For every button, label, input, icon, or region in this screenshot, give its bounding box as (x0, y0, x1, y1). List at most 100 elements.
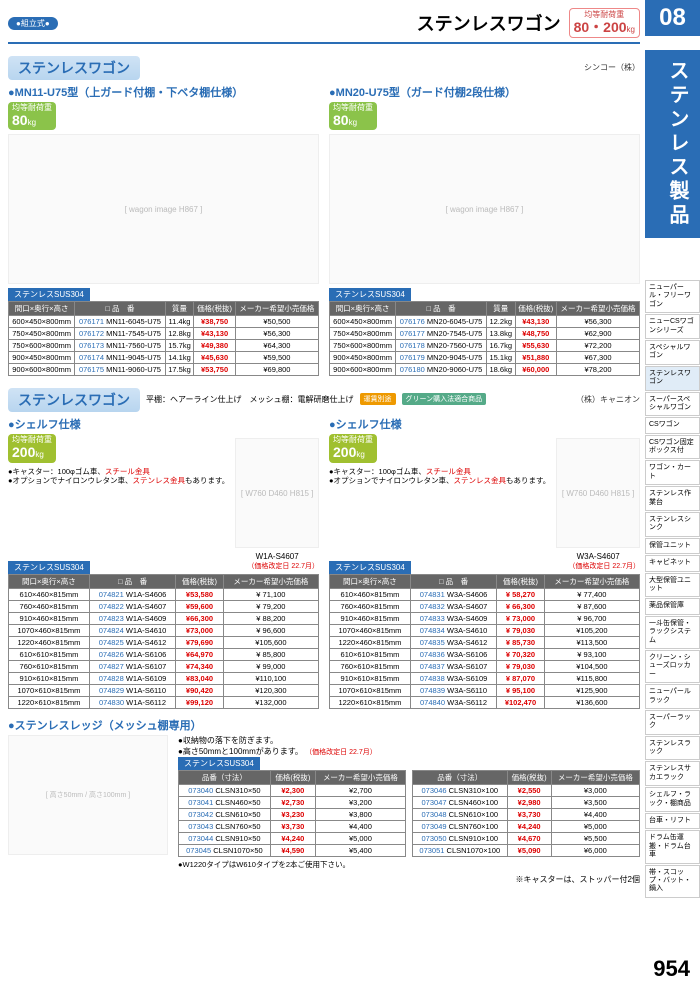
table-row: 073047 CLSN460×100¥2,980¥3,500 (413, 797, 640, 809)
table-row: 760×610×815mm074827 W1A-S6107¥74,340¥ 99… (9, 661, 319, 673)
sec1-left: MN11-U75型（上ガード付棚・下ベタ棚仕様） 均等耐荷重 80kg [ wa… (8, 84, 319, 376)
table-row: 900×450×800mm076179 MN20-9045-U7515.1kg¥… (330, 352, 640, 364)
sus-badge: ステンレスSUS304 (8, 561, 90, 574)
ledge-table-left: 品番（寸法）価格(税抜)メーカー希望小売価格073040 CLSN310×50¥… (178, 770, 406, 857)
sus-badge: ステンレスSUS304 (178, 757, 260, 770)
table-row: 900×600×800mm076175 MN11-9060-U7517.5kg¥… (9, 364, 319, 376)
model-title: MN20-U75型（ガード付棚2段仕様） (329, 84, 640, 100)
table-row: 910×610×815mm074828 W1A-S6109¥83,040¥110… (9, 673, 319, 685)
side-tab: 08 ステンレス製品 ニューパール・フリーワゴンニューCSワゴンシリーズスペシャ… (645, 0, 700, 990)
side-nav-item[interactable]: 台車・リフト (645, 813, 700, 829)
table-row: 610×610×815mm074836 W3A-S6106¥ 70,320¥ 9… (330, 649, 640, 661)
side-nav-item[interactable]: ステンレス作業台 (645, 486, 700, 511)
table-row: 1070×460×815mm074834 W3A-S4610¥ 79,030¥1… (330, 625, 640, 637)
side-nav-item[interactable]: CSワゴン固定ボックス付 (645, 435, 700, 460)
section1-header: ステンレスワゴン (8, 56, 140, 80)
load-badge-200: 均等耐荷重 200kg (329, 434, 377, 462)
side-nav-item[interactable]: 大型保管ユニット (645, 573, 700, 598)
table-row: 900×600×800mm076180 MN20-9060-U7518.6kg¥… (330, 364, 640, 376)
table-row: 760×610×815mm074837 W3A-S6107¥ 79,030¥10… (330, 661, 640, 673)
table-row: 1220×460×815mm074825 W1A-S4612¥79,690¥10… (9, 637, 319, 649)
side-nav-item[interactable]: ステンレスラック (645, 736, 700, 761)
spec-table: 間口×奥行×高さ□ 品 番質量価格(税抜)メーカー希望小売価格600×450×8… (329, 301, 640, 376)
side-nav-item[interactable]: スーパーラック (645, 710, 700, 735)
table-row: 610×460×815mm074831 W3A-S4606¥ 58,270¥ 7… (330, 589, 640, 601)
page-title: ステンレスワゴン (417, 10, 561, 36)
side-nav-item[interactable]: クリーン・シューズロッカー (645, 650, 700, 683)
table-row: 750×450×800mm076177 MN20-7545-U7513.8kg¥… (330, 328, 640, 340)
side-nav-item[interactable]: ドラム缶運搬・ドラム台車 (645, 830, 700, 863)
ledge-table-right: 品番（寸法）価格(税抜)メーカー希望小売価格073046 CLSN310×100… (412, 770, 640, 857)
table-row: 073043 CLSN760×50¥3,730¥4,400 (179, 821, 406, 833)
table-row: 900×450×800mm076174 MN11-9045-U7514.1kg¥… (9, 352, 319, 364)
spec-table: 間口×奥行×高さ□ 品 番価格(税抜)メーカー希望小売価格610×460×815… (8, 574, 319, 709)
table-row: 910×460×815mm074833 W3A-S4609¥ 73,000¥ 9… (330, 613, 640, 625)
side-nav-item[interactable]: CSワゴン (645, 417, 700, 433)
side-nav-item[interactable]: 薬品保管庫 (645, 598, 700, 614)
page-number: 954 (653, 956, 690, 982)
sec2-left: シェルフ仕様 均等耐荷重 200kg ●キャスター：100φゴム車、スチール金具… (8, 416, 319, 709)
load-badge-80: 均等耐荷重 80kg (329, 102, 377, 130)
model-title: MN11-U75型（上ガード付棚・下ベタ棚仕様） (8, 84, 319, 100)
side-nav-item[interactable]: スペシャルワゴン (645, 340, 700, 365)
spec-table: 間口×奥行×高さ□ 品 番価格(税抜)メーカー希望小売価格610×460×815… (329, 574, 640, 709)
side-nav-item[interactable]: キャビネット (645, 555, 700, 571)
table-row: 610×610×815mm074826 W1A-S6106¥64,970¥ 85… (9, 649, 319, 661)
table-row: 073050 CLSN910×100¥4,670¥5,500 (413, 833, 640, 845)
side-nav-item[interactable]: スーパースペシャルワゴン (645, 392, 700, 417)
table-row: 073040 CLSN310×50¥2,300¥2,700 (179, 785, 406, 797)
product-image: [ W760 D460 H815 ] (235, 438, 319, 548)
section-3: ステンレスレッジ（メッシュ棚専用） [ 高さ50mm / 高さ100mm ] ●… (8, 717, 640, 870)
product-image: [ wagon image H867 ] (329, 134, 640, 284)
model-title: シェルフ仕様 (8, 416, 319, 432)
catalog-page: 08 ステンレス製品 ニューパール・フリーワゴンニューCSワゴンシリーズスペシャ… (0, 0, 700, 990)
section-1: ステンレスワゴン シンコー（株） MN11-U75型（上ガード付棚・下ベタ棚仕様… (8, 50, 640, 376)
top-bar: ●組立式● ステンレスワゴン 均等耐荷重 80・200kg (8, 8, 640, 38)
table-row: 610×460×815mm074821 W1A-S4606¥53,580¥ 71… (9, 589, 319, 601)
load-badge-80: 均等耐荷重 80kg (8, 102, 56, 130)
side-nav-item[interactable]: ステンレスサカエラック (645, 761, 700, 786)
maker: （株）キャニオン (576, 394, 640, 405)
section-number: 08 (645, 0, 700, 36)
spec-table: 間口×奥行×高さ□ 品 番質量価格(税抜)メーカー希望小売価格600×450×8… (8, 301, 319, 376)
load-badge-200: 均等耐荷重 200kg (8, 434, 56, 462)
notes: ●キャスター：100φゴム車、スチール金具●オプションでナイロンウレタン車、ステ… (329, 467, 550, 487)
product-image: [ W760 D460 H815 ] (556, 438, 640, 548)
table-row: 760×460×815mm074832 W3A-S4607¥ 66,300¥ 8… (330, 601, 640, 613)
side-nav-item[interactable]: ニューパールラック (645, 684, 700, 709)
side-nav-item[interactable]: ニューパール・フリーワゴン (645, 280, 700, 313)
table-row: 750×600×800mm076178 MN20-7560-U7516.7kg¥… (330, 340, 640, 352)
table-row: 1220×610×815mm074840 W3A-S6112¥102,470¥1… (330, 697, 640, 709)
table-row: 600×450×800mm076176 MN20-6045-U7512.2kg¥… (330, 316, 640, 328)
table-row: 073046 CLSN310×100¥2,550¥3,000 (413, 785, 640, 797)
side-category: ステンレス製品 (645, 50, 700, 238)
table-row: 073042 CLSN610×50¥3,230¥3,800 (179, 809, 406, 821)
side-nav-item[interactable]: 帯・スコップ・バット・鍋入 (645, 865, 700, 898)
side-nav-item[interactable]: ステンレスシンク (645, 512, 700, 537)
product-image: [ wagon image H867 ] (8, 134, 319, 284)
sec2-right: シェルフ仕様 均等耐荷重 200kg ●キャスター：100φゴム車、スチール金具… (329, 416, 640, 709)
table-row: 1220×610×815mm074830 W1A-S6112¥99,120¥13… (9, 697, 319, 709)
sus-badge: ステンレスSUS304 (329, 288, 411, 301)
sec1-right: MN20-U75型（ガード付棚2段仕様） 均等耐荷重 80kg [ wagon … (329, 84, 640, 376)
side-nav-item[interactable]: ワゴン・カート (645, 460, 700, 485)
table-row: 073051 CLSN1070×100¥5,090¥6,000 (413, 845, 640, 857)
table-row: 910×610×815mm074838 W3A-S6109¥ 87,070¥11… (330, 673, 640, 685)
side-nav-item[interactable]: シェルフ・ラック・棚商品 (645, 787, 700, 812)
caster-note: ※キャスターは、ストッパー付2個 (8, 874, 640, 885)
assembly-pill: ●組立式● (8, 17, 58, 30)
side-nav-item[interactable]: ステンレスワゴン (645, 366, 700, 391)
table-row: 073044 CLSN910×50¥4,240¥5,000 (179, 833, 406, 845)
notes: ●キャスター：100φゴム車、スチール金具●オプションでナイロンウレタン車、ステ… (8, 467, 229, 487)
maker: シンコー（株） (584, 62, 640, 73)
table-row: 750×600×800mm076173 MN11-7560-U7515.7kg¥… (9, 340, 319, 352)
side-nav-item[interactable]: 保管ユニット (645, 538, 700, 554)
side-nav-item[interactable]: ニューCSワゴンシリーズ (645, 314, 700, 339)
table-row: 073045 CLSN1070×50¥4,590¥5,400 (179, 845, 406, 857)
table-row: 910×460×815mm074823 W1A-S4609¥66,300¥ 88… (9, 613, 319, 625)
table-row: 073049 CLSN760×100¥4,240¥5,000 (413, 821, 640, 833)
ledge-image: [ 高さ50mm / 高さ100mm ] (8, 735, 168, 855)
side-nav-item[interactable]: 一斗缶保管・ラックシステム (645, 616, 700, 649)
load-badge: 均等耐荷重 80・200kg (569, 8, 640, 38)
table-row: 1070×460×815mm074824 W1A-S4610¥73,000¥ 9… (9, 625, 319, 637)
